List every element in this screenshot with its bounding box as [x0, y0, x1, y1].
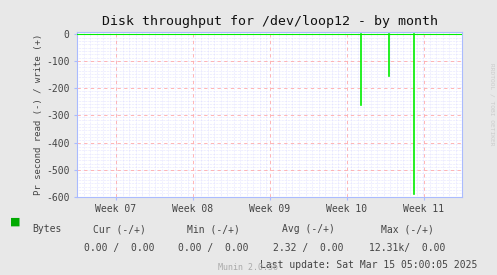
Y-axis label: Pr second read (-) / write (+): Pr second read (-) / write (+)	[34, 34, 43, 195]
Title: Disk throughput for /dev/loop12 - by month: Disk throughput for /dev/loop12 - by mon…	[101, 15, 438, 28]
Text: 0.00 /  0.00: 0.00 / 0.00	[84, 243, 155, 253]
Text: RRDTOOL / TOBI OETIKER: RRDTOOL / TOBI OETIKER	[490, 63, 495, 146]
Text: Min (-/+): Min (-/+)	[187, 224, 240, 234]
Text: Cur (-/+): Cur (-/+)	[93, 224, 146, 234]
Text: Munin 2.0.56: Munin 2.0.56	[219, 263, 278, 272]
Text: 12.31k/  0.00: 12.31k/ 0.00	[369, 243, 446, 253]
Text: ■: ■	[10, 216, 20, 226]
Text: 2.32 /  0.00: 2.32 / 0.00	[273, 243, 343, 253]
Text: Max (-/+): Max (-/+)	[381, 224, 434, 234]
Text: Last update: Sat Mar 15 05:00:05 2025: Last update: Sat Mar 15 05:00:05 2025	[260, 260, 477, 270]
Text: Bytes: Bytes	[32, 224, 62, 234]
Text: Avg (-/+): Avg (-/+)	[282, 224, 334, 234]
Text: 0.00 /  0.00: 0.00 / 0.00	[178, 243, 249, 253]
